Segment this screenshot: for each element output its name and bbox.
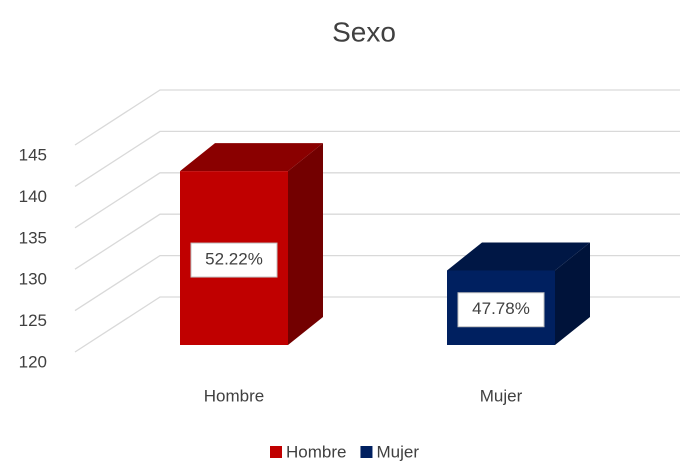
y-tick-label: 135 — [19, 228, 47, 247]
y-tick-label: 145 — [19, 145, 47, 164]
legend-swatch — [270, 446, 282, 458]
y-tick-label: 125 — [19, 311, 47, 330]
grid-line — [74, 213, 680, 270]
grid-line — [74, 89, 680, 146]
bar-top — [447, 242, 590, 271]
legend-label: Hombre — [286, 442, 346, 461]
x-tick-label: Mujer — [480, 386, 523, 405]
data-label: 52.22% — [205, 250, 263, 269]
grid-line — [74, 172, 680, 229]
chart-title: Sexo — [332, 16, 396, 47]
y-tick-label: 120 — [19, 352, 47, 371]
y-tick-label: 140 — [19, 187, 47, 206]
data-label-box — [190, 242, 278, 278]
legend-swatch — [360, 446, 373, 458]
data-label: 47.78% — [472, 299, 530, 318]
bar-side — [555, 242, 590, 345]
legend-label: Mujer — [376, 442, 419, 461]
x-tick-label: Hombre — [204, 386, 264, 405]
bar-side — [288, 143, 323, 345]
data-label-box — [457, 292, 545, 328]
y-tick-label: 130 — [19, 270, 47, 289]
grid-line — [74, 130, 680, 187]
bar-top — [180, 143, 323, 172]
